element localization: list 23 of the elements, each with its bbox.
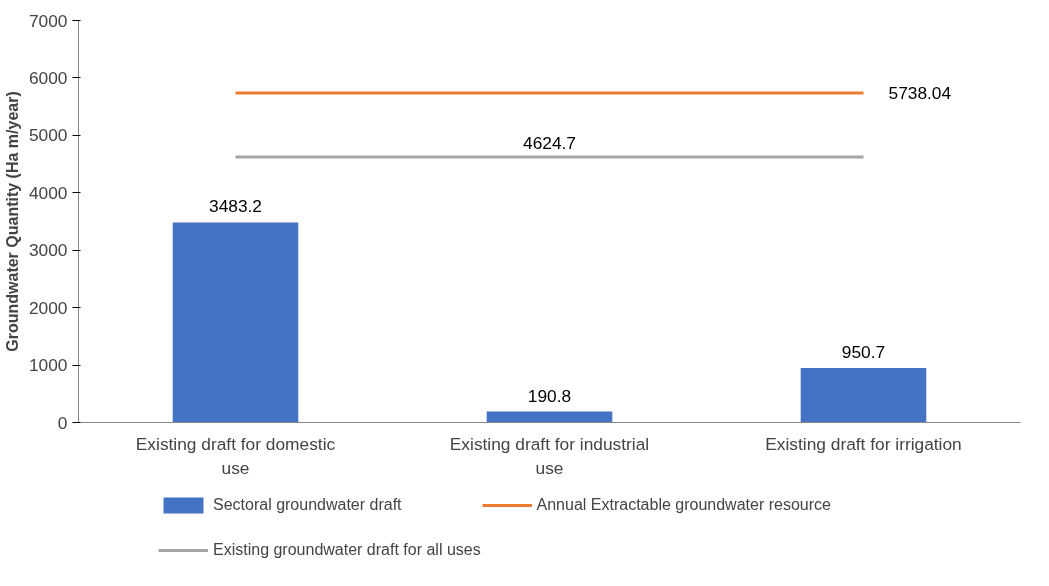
y-tick-label: 4000 <box>28 182 68 203</box>
x-tick-label: Existing draft for industrial use <box>449 433 650 478</box>
legend-label: Existing groundwater draft for all uses <box>213 541 481 559</box>
legend-label: Annual Extractable groundwater resource <box>536 496 831 514</box>
data-label: 190.8 <box>527 385 572 406</box>
y-tick-label: 3000 <box>28 240 68 261</box>
y-axis-title: Groundwater Quantity (Ha m/year) <box>3 91 21 352</box>
y-tick-label: 5000 <box>28 125 68 146</box>
legend-label: Sectoral groundwater draft <box>213 496 402 514</box>
data-label: 950.7 <box>841 341 886 362</box>
x-tick-label: Existing draft for domestic use <box>135 433 336 478</box>
data-label: 4624.7 <box>523 132 576 153</box>
bar <box>800 367 927 423</box>
x-tick-label: Existing draft for irrigation <box>765 433 962 454</box>
y-tick-label: 2000 <box>28 297 68 318</box>
y-tick-label: 7000 <box>28 10 68 31</box>
bar <box>486 411 613 423</box>
y-tick-label: 1000 <box>28 355 68 376</box>
y-tick-label: 6000 <box>28 67 68 88</box>
y-tick-label: 0 <box>57 412 68 433</box>
bar <box>172 222 299 423</box>
data-label: 3483.2 <box>209 196 262 217</box>
data-label: 5738.04 <box>888 82 952 103</box>
